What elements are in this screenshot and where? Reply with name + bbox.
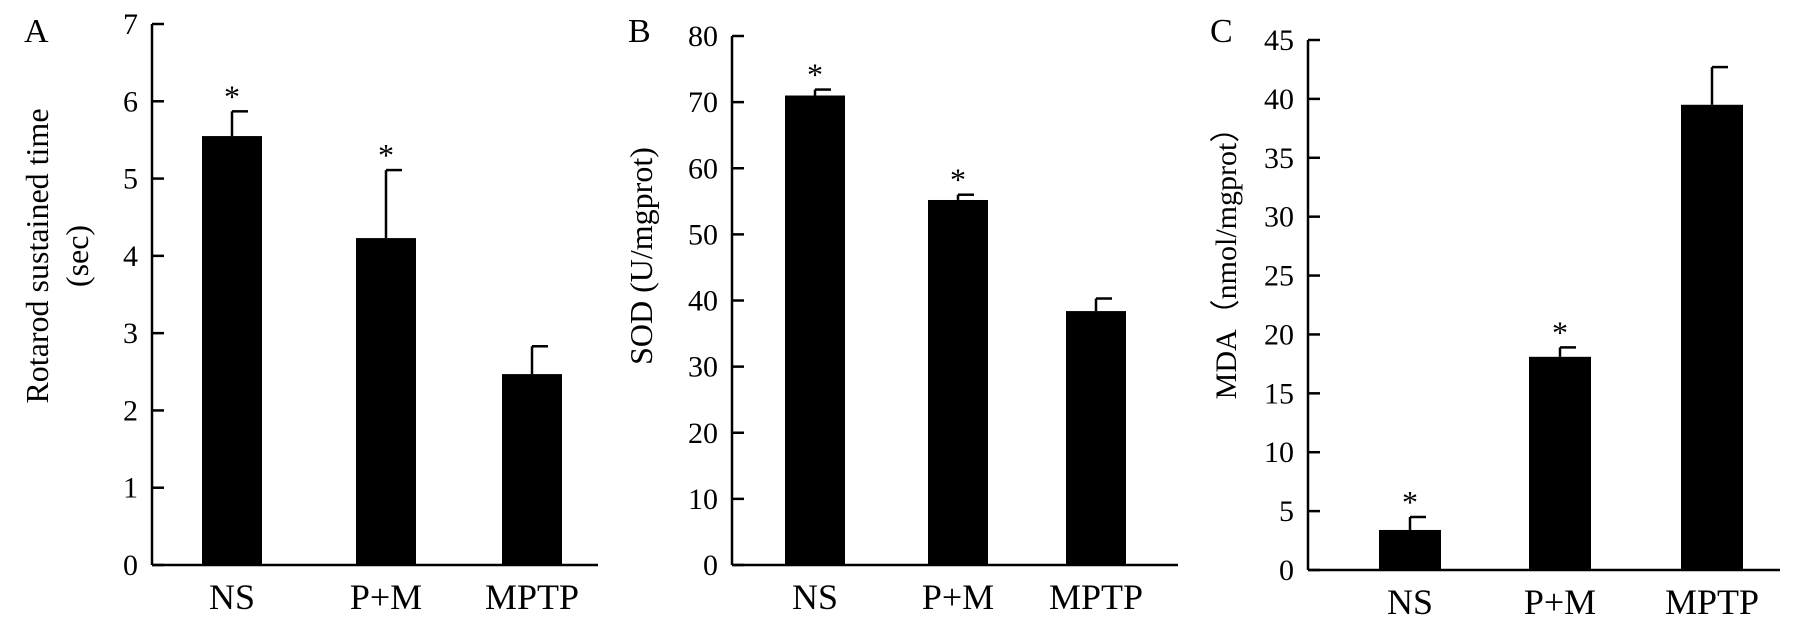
y-tick-label: 80	[688, 20, 718, 53]
y-tick-label: 25	[1264, 260, 1294, 293]
panel-b: B SOD (U/mgprot) 0 10 20 30 40 50 60 70 80 * NS * P+…	[623, 13, 1178, 617]
y-axis-label: Rotarod sustained time	[19, 108, 55, 403]
x-tick-label: MPTP	[1665, 582, 1759, 618]
y-tick-label: 45	[1264, 24, 1294, 57]
panel-c: C MDA（nmol/mgprot） 0 5 10 15 20 25 30 35 40 45 * NS…	[1210, 13, 1780, 618]
significance-marker: *	[378, 137, 394, 173]
bar	[785, 95, 845, 565]
x-tick-label: NS	[792, 577, 838, 617]
x-tick-label: P+M	[1524, 582, 1596, 618]
y-axis-label: MDA（nmol/mgprot）	[1210, 113, 1243, 400]
y-tick-label: 70	[688, 86, 718, 119]
panel-label: B	[628, 13, 651, 50]
y-tick-label: 40	[688, 285, 718, 318]
panel-a: A Rotarod sustained time (sec) 0 1 2 3 4 5 6 7 *…	[19, 8, 598, 617]
y-tick-label: 30	[688, 351, 718, 384]
bar	[1681, 104, 1743, 571]
y-tick-label: 35	[1264, 142, 1294, 175]
y-tick-label: 15	[1264, 377, 1294, 410]
bar	[1066, 311, 1126, 565]
y-tick-label: 20	[1264, 318, 1294, 351]
bar	[356, 238, 416, 565]
y-tick-label: 0	[703, 549, 718, 582]
x-tick-label: P+M	[922, 577, 994, 617]
significance-marker: *	[950, 162, 966, 198]
y-tick-label: 5	[123, 163, 138, 196]
bar	[202, 136, 262, 566]
plot-area: 0 10 20 30 40 50 60 70 80 * NS * P+M MPTP	[688, 20, 1178, 617]
y-tick-label: 4	[123, 240, 138, 273]
panel-label: A	[24, 13, 49, 50]
y-tick-label: 1	[123, 472, 138, 505]
x-tick-label: P+M	[350, 577, 422, 617]
x-tick-label: MPTP	[485, 577, 579, 617]
y-tick-label: 2	[123, 394, 138, 427]
y-tick-label: 60	[688, 152, 718, 185]
x-tick-label: MPTP	[1049, 577, 1143, 617]
y-tick-label: 10	[1264, 436, 1294, 469]
bar	[1529, 356, 1591, 570]
y-axis-label: SOD (U/mgprot)	[623, 147, 659, 365]
x-tick-label: NS	[1387, 582, 1433, 618]
significance-marker: *	[807, 57, 823, 93]
y-tick-label: 5	[1279, 495, 1294, 528]
panel-label: C	[1210, 13, 1233, 50]
y-tick-label: 3	[123, 317, 138, 350]
y-tick-label: 30	[1264, 201, 1294, 234]
bar	[502, 374, 562, 565]
significance-marker: *	[1402, 484, 1418, 520]
bar	[928, 199, 988, 566]
y-tick-label: 0	[123, 549, 138, 582]
significance-marker: *	[1552, 314, 1568, 350]
y-tick-label: 10	[688, 483, 718, 516]
y-tick-label: 40	[1264, 83, 1294, 116]
bar	[1379, 529, 1441, 570]
significance-marker: *	[224, 78, 240, 114]
y-axis-label-unit: (sec)	[59, 225, 95, 287]
y-tick-label: 50	[688, 218, 718, 251]
y-tick-label: 6	[123, 85, 138, 118]
y-tick-label: 7	[123, 8, 138, 41]
plot-area: 0 5 10 15 20 25 30 35 40 45 * NS * P+M MPTP	[1264, 24, 1780, 618]
y-tick-label: 20	[688, 417, 718, 450]
plot-area: 0 1 2 3 4 5 6 7 * NS * P+M MPTP	[123, 8, 598, 617]
y-tick-label: 0	[1279, 554, 1294, 587]
x-tick-label: NS	[209, 577, 255, 617]
